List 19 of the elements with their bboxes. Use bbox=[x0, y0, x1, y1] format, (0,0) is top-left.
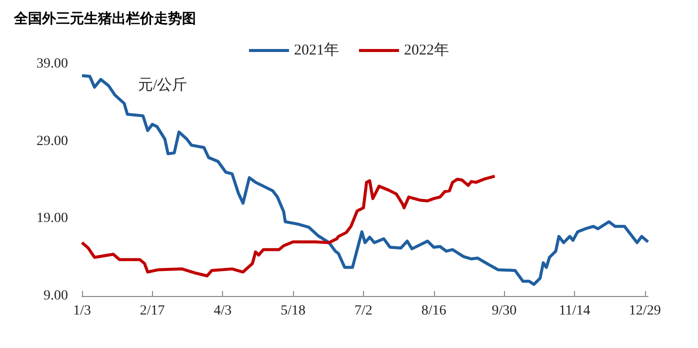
line-series bbox=[80, 74, 650, 286]
chart-title: 全国外三元生猪出栏价走势图 bbox=[14, 10, 196, 28]
x-tick-label: 12/29 bbox=[628, 304, 661, 318]
legend-label: 2022年 bbox=[404, 42, 449, 58]
y-tick-label: 9.00 bbox=[44, 288, 68, 304]
x-tick-label: 11/14 bbox=[558, 304, 590, 318]
x-tick-label: 4/3 bbox=[214, 304, 232, 318]
x-tick-label: 7/2 bbox=[354, 304, 372, 318]
y-axis-title: 元/公斤 bbox=[138, 76, 188, 94]
line-series bbox=[80, 174, 496, 278]
x-tick-label: 2/17 bbox=[140, 304, 165, 318]
x-tick-label: 8/16 bbox=[421, 304, 446, 318]
x-tick-label: 9/30 bbox=[492, 304, 517, 318]
legend-label: 2021年 bbox=[294, 42, 339, 58]
y-tick-label: 39.00 bbox=[36, 56, 68, 72]
y-tick-label: 29.00 bbox=[36, 134, 68, 149]
y-tick-label: 19.00 bbox=[36, 211, 68, 226]
x-tick-label: 1/3 bbox=[73, 304, 91, 318]
x-tick-label: 5/18 bbox=[280, 304, 306, 318]
